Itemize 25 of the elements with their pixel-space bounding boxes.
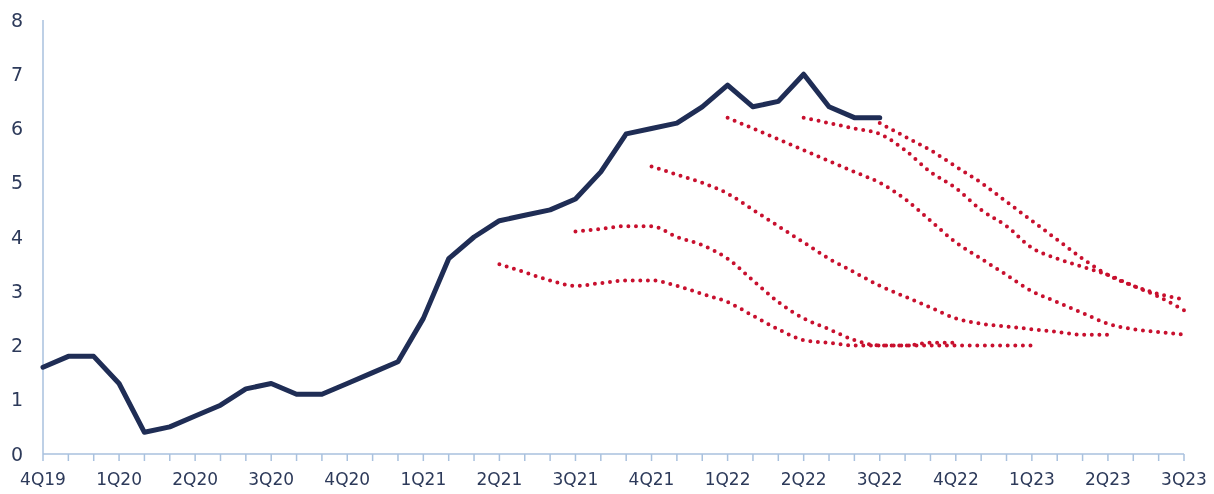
x-tick-label: 1Q21 (400, 469, 447, 489)
y-tick-label: 6 (10, 117, 23, 140)
x-tick-label: 3Q21 (552, 469, 599, 489)
x-tick-label: 1Q23 (1008, 469, 1055, 489)
y-tick-label: 0 (10, 442, 23, 465)
y-tick-label: 4 (10, 225, 23, 248)
x-tick-label: 4Q19 (20, 469, 66, 489)
x-tick-label: 2Q20 (172, 469, 219, 489)
y-tick-label: 7 (10, 62, 23, 85)
x-tick-label: 3Q20 (248, 469, 295, 489)
x-tick-label: 2Q21 (476, 469, 523, 489)
y-tick-label: 1 (10, 388, 23, 411)
x-tick-label: 3Q23 (1161, 469, 1207, 489)
y-tick-label: 5 (10, 171, 23, 194)
x-tick-label: 1Q20 (96, 469, 142, 489)
y-tick-label: 2 (10, 334, 23, 357)
x-tick-label: 4Q22 (932, 469, 979, 489)
x-tick-label: 4Q21 (628, 469, 675, 489)
x-tick-label: 1Q22 (704, 469, 751, 489)
x-tick-label: 4Q20 (324, 469, 371, 489)
y-tick-label: 3 (10, 279, 23, 302)
x-tick-label: 2Q23 (1085, 469, 1131, 489)
y-tick-label: 8 (10, 8, 23, 31)
x-tick-label: 2Q22 (780, 469, 827, 489)
x-tick-label: 3Q22 (856, 469, 903, 489)
